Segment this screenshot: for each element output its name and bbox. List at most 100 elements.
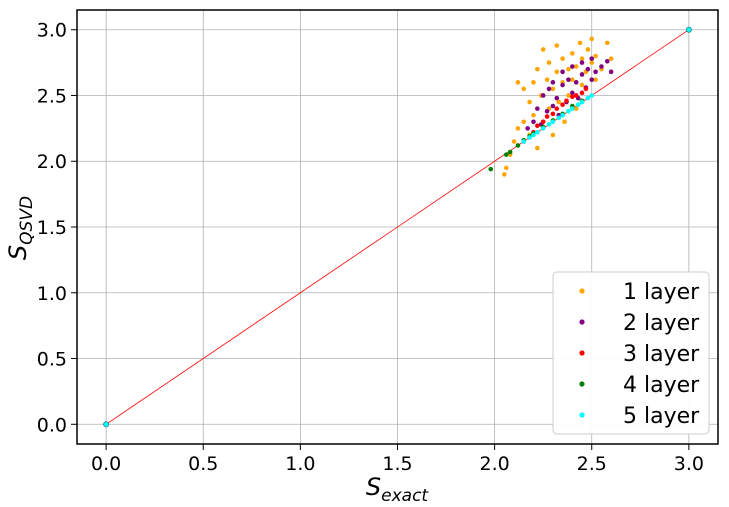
y-axis-ticks: 0.0 0.5 1.0 1.5 2.0 2.5 3.0 [37,20,77,436]
y-tick-label: 0.5 [37,349,67,371]
data-point [540,93,546,98]
data-point [535,106,540,111]
data-point [573,64,579,69]
data-point [550,86,556,92]
y-tick-label: 2.0 [37,151,67,173]
series-3 [531,86,589,135]
data-point [531,112,536,118]
y-tick-label: 0.0 [37,414,67,436]
data-point [577,40,583,46]
data-point [531,80,536,85]
data-point [550,80,556,85]
data-point [593,53,598,59]
y-axis-label: SQSVD [4,196,37,260]
legend-box [552,271,710,435]
data-point [535,123,540,129]
y-tick-label: 2.5 [37,85,67,107]
data-point [585,47,591,52]
data-point [604,58,610,64]
data-point [579,56,585,61]
data-point [535,66,540,72]
series-1 [502,36,614,177]
legend-marker [579,319,585,325]
legend-label: 3 layer [623,342,700,367]
data-point [540,119,546,125]
series-2 [521,56,614,144]
data-point [564,98,569,104]
data-point [515,126,521,131]
data-point [589,36,595,42]
data-point [589,93,595,98]
data-point [573,80,579,85]
x-tick-label: 0.0 [91,453,121,475]
legend-label: 5 layer [623,404,700,429]
data-point [573,93,579,98]
legend-marker [579,412,585,418]
data-point [511,139,517,144]
data-point [608,56,614,61]
data-point [604,40,610,46]
x-tick-label: 2.0 [480,453,510,475]
data-point [546,122,552,127]
legend-label: 2 layer [623,311,700,336]
data-point [531,119,536,125]
data-point [570,64,575,69]
data-point [556,99,562,105]
data-point [560,112,565,118]
data-point [525,126,530,131]
data-point [544,114,550,119]
data-point [554,95,560,101]
x-tick-label: 1.0 [285,453,315,475]
data-point [593,77,598,83]
data-point [531,132,536,138]
data-point [589,77,595,83]
data-point [585,66,591,72]
data-point [554,106,560,111]
data-point [546,86,552,92]
data-point [503,165,509,171]
data-point [579,72,585,77]
x-axis-label-main: S [366,473,381,501]
data-point [566,66,571,72]
data-point [554,43,560,48]
legend-marker [579,288,585,294]
data-point [608,69,614,75]
x-axis-label-sub: exact [381,486,429,506]
data-point [507,149,513,155]
x-tick-label: 1.5 [382,453,412,475]
data-point [570,90,575,96]
data-point [583,86,589,92]
data-point [585,95,591,101]
data-point [521,139,527,144]
data-point [540,126,546,131]
data-point [550,119,556,125]
data-point [556,115,562,121]
data-point [575,102,581,107]
data-point [589,56,595,61]
data-point [566,77,571,83]
data-point [554,69,560,75]
legend: 1 layer 2 layer 3 layer 4 layer 5 layer [552,271,710,435]
y-tick-label: 3.0 [37,20,67,42]
data-point [544,108,550,114]
y-tick-label: 1.5 [37,217,67,239]
data-point [103,421,110,428]
data-point [579,90,585,96]
x-axis-ticks: 0.0 0.5 1.0 1.5 2.0 2.5 3.0 [91,444,704,475]
y-axis-label-sub: QSVD [17,196,37,245]
y-axis-label-main: S [4,245,32,260]
data-point [535,130,540,135]
data-point [527,99,532,105]
data-point [527,135,532,140]
data-point [579,82,585,88]
data-point [535,145,540,151]
data-point [550,111,556,117]
data-point [488,166,494,172]
data-points [103,26,692,428]
data-point [579,99,585,105]
legend-marker [579,350,585,356]
data-point [521,119,527,125]
data-point [521,86,527,92]
data-point [560,102,565,107]
